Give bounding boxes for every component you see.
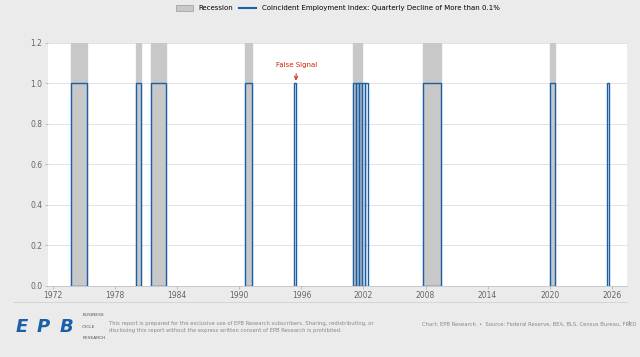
Bar [152,83,166,286]
Text: 1: 1 [627,321,630,326]
Bar [152,43,166,286]
Text: RESEARCH: RESEARCH [82,336,106,340]
Bar [607,83,609,286]
Text: BUSINESS: BUSINESS [82,313,104,317]
Bar [136,83,141,286]
Legend: Recession, Coincident Employment Index: Quarterly Decline of More than 0.1%: Recession, Coincident Employment Index: … [175,5,500,11]
Bar [423,43,441,286]
Text: E: E [15,318,28,336]
Text: CYCLE: CYCLE [82,325,95,329]
Text: This report is prepared for the exclusive use of EPB Research subscribers. Shari: This report is prepared for the exclusiv… [109,321,373,333]
Bar [550,83,555,286]
Bar [244,43,252,286]
Bar [359,83,362,286]
Bar [356,83,359,286]
Bar [550,43,555,286]
Bar [71,83,87,286]
Bar [294,83,296,286]
Text: P: P [36,318,50,336]
Bar [136,43,141,286]
Bar [423,83,441,286]
Bar [365,83,367,286]
Text: Chart: EPB Research  •  Source: Federal Reserve, BEA, BLS, Census Bureau, FRED: Chart: EPB Research • Source: Federal Re… [422,321,637,326]
Bar [71,43,87,286]
Text: B: B [60,318,74,336]
Bar [353,83,356,286]
Bar [362,83,365,286]
Bar [353,43,362,286]
Bar [244,83,252,286]
Text: False Signal: False Signal [276,62,317,80]
